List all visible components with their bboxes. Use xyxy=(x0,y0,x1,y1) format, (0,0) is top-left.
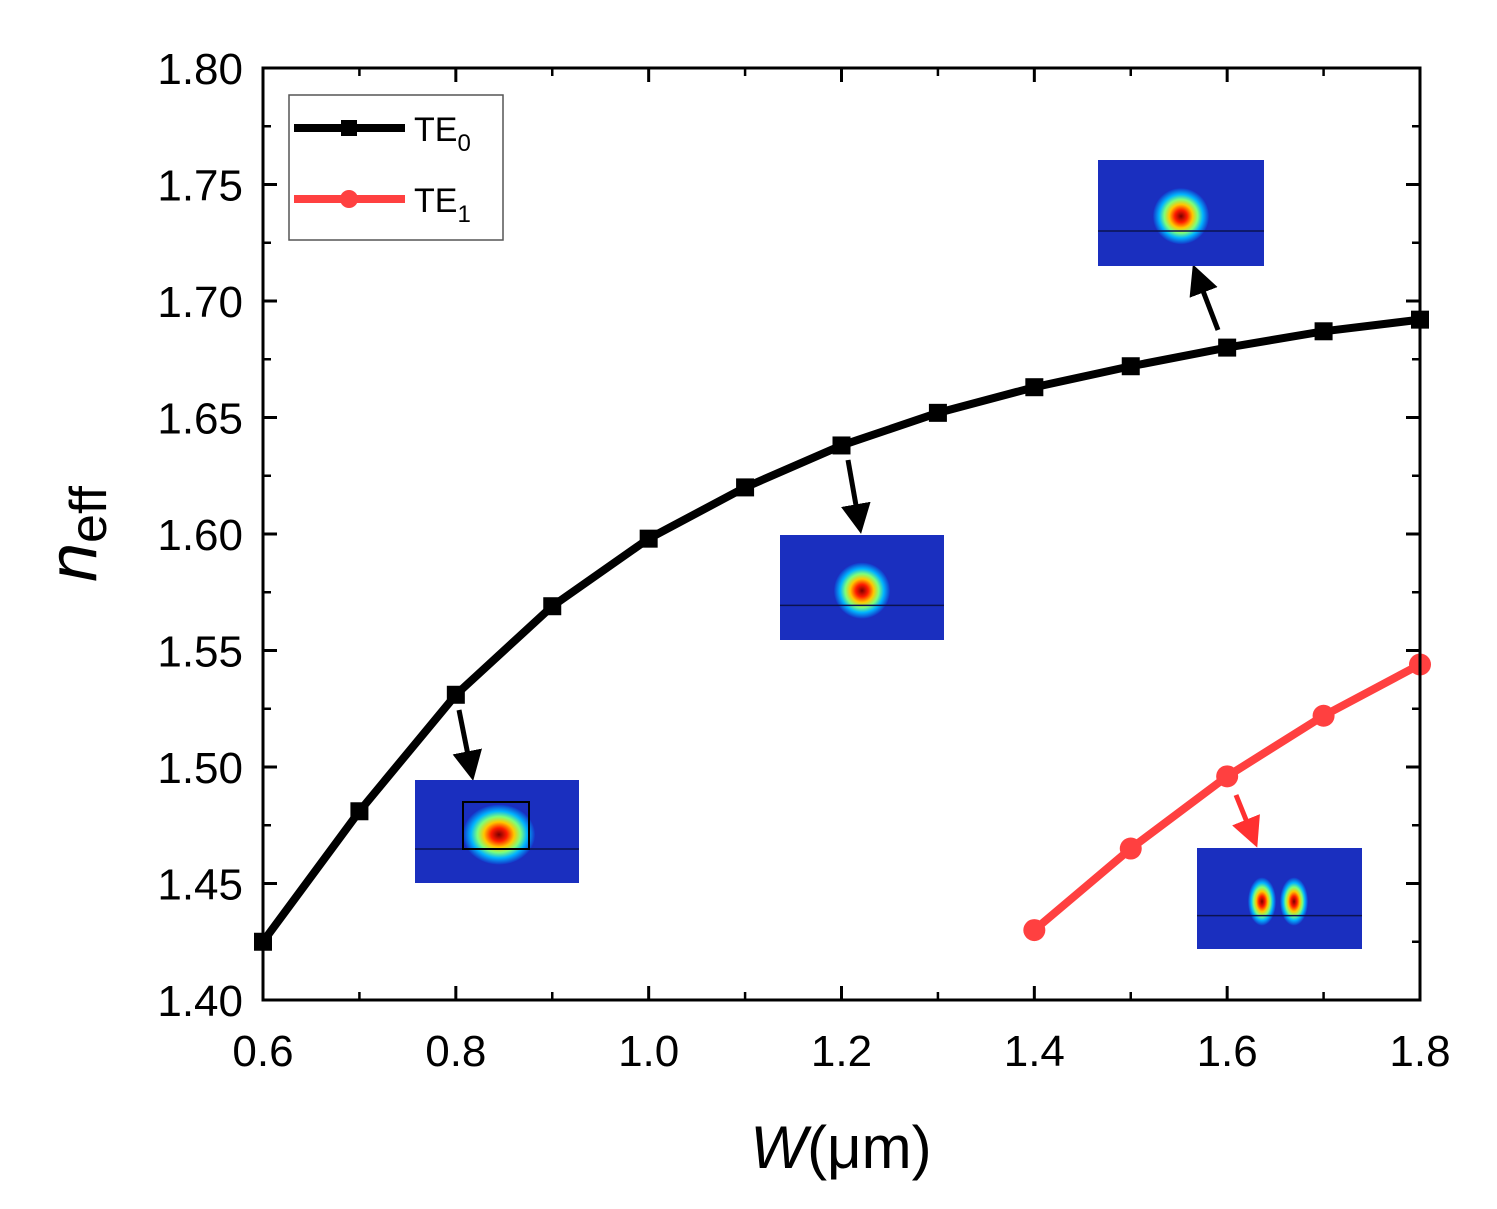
y-tick-label: 1.70 xyxy=(157,278,243,327)
data-point-te0 xyxy=(350,802,369,821)
legend-box xyxy=(288,94,504,241)
mode-field-lobe xyxy=(1280,877,1308,926)
legend-label-te0: TE0 xyxy=(414,111,471,157)
series-layer xyxy=(254,310,1431,951)
data-point-te0 xyxy=(832,436,851,455)
data-point-te1 xyxy=(1119,837,1142,860)
data-point-te0 xyxy=(736,478,755,497)
y-tick-label: 1.50 xyxy=(157,744,243,793)
data-point-te0 xyxy=(1314,322,1333,341)
y-tick-label: 1.45 xyxy=(157,861,243,910)
y-tick-label: 1.55 xyxy=(157,628,243,677)
mode-field-lobe xyxy=(1153,188,1209,245)
mode-profile-insets xyxy=(415,160,1362,949)
tick-labels: 0.6 0.8 1.0 1.2 1.4 1.6 1.8 1.40 1.45 1.50 1.55 1.6… xyxy=(157,45,1450,1076)
data-point-te0 xyxy=(543,597,562,616)
x-tick-label: 1.4 xyxy=(1004,1027,1065,1076)
mode-field-lobe xyxy=(463,804,535,865)
x-axis-title: W(μm) xyxy=(750,1114,931,1181)
x-axis-symbol: W xyxy=(750,1114,812,1181)
inset-arrow xyxy=(1232,794,1260,848)
y-tick-label: 1.65 xyxy=(157,395,243,444)
inset-arrow xyxy=(841,459,871,534)
data-point-te0 xyxy=(1121,357,1140,376)
legend: TE0 TE1 xyxy=(288,94,504,241)
mode-profile-image xyxy=(1197,848,1362,949)
waveguide-core-outline xyxy=(462,801,530,850)
y-tick-label: 1.75 xyxy=(157,162,243,211)
legend-marker-te0 xyxy=(341,120,357,136)
x-tick-label: 0.6 xyxy=(232,1027,293,1076)
y-axis-subscript: eff xyxy=(60,486,118,543)
y-axis-title: neff xyxy=(33,486,118,582)
inset-arrow xyxy=(1189,264,1221,331)
mode-field-lobe xyxy=(834,562,890,619)
y-tick-label: 1.60 xyxy=(157,511,243,560)
legend-label-te1: TE1 xyxy=(414,182,471,228)
x-axis-unit: (μm) xyxy=(807,1114,932,1181)
x-tick-label: 1.8 xyxy=(1389,1027,1450,1076)
inset-arrow xyxy=(452,709,483,781)
data-point-te0 xyxy=(928,403,947,422)
mode-field-lobe xyxy=(1248,877,1276,926)
y-tick-label: 1.80 xyxy=(157,45,243,94)
legend-marker-te1 xyxy=(340,190,358,208)
data-point-te0 xyxy=(639,529,658,548)
data-point-te0 xyxy=(1025,378,1044,397)
y-axis-symbol: n xyxy=(33,543,111,582)
x-tick-label: 0.8 xyxy=(425,1027,486,1076)
data-point-te1 xyxy=(1312,704,1335,727)
x-tick-label: 1.6 xyxy=(1197,1027,1258,1076)
x-tick-label: 1.0 xyxy=(618,1027,679,1076)
plot-frame xyxy=(261,66,1422,1002)
data-point-te0 xyxy=(1218,338,1237,357)
x-tick-label: 1.2 xyxy=(811,1027,872,1076)
data-point-te1 xyxy=(1023,919,1046,942)
data-point-te0 xyxy=(446,685,465,704)
data-point-te1 xyxy=(1216,765,1239,788)
y-tick-label: 1.40 xyxy=(157,977,243,1026)
